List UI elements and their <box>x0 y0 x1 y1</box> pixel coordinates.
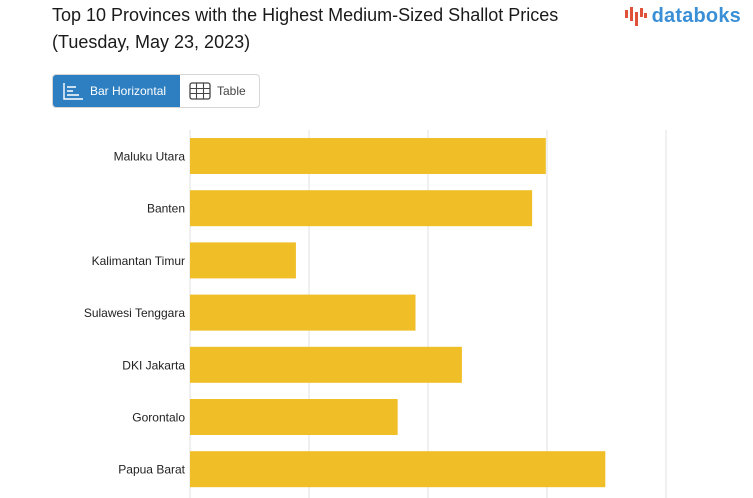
bar-maluku-utara[interactable] <box>190 138 546 174</box>
category-label: Maluku Utara <box>114 150 186 164</box>
view-toggle: Bar Horizontal Table <box>52 74 260 108</box>
table-icon <box>189 82 211 100</box>
bar-papua-barat[interactable] <box>190 451 606 488</box>
category-label: Gorontalo <box>132 411 185 425</box>
category-label: Papua Barat <box>118 463 185 477</box>
bar-gorontalo[interactable] <box>190 399 398 435</box>
category-label: Kalimantan Timur <box>92 254 185 268</box>
category-label: Banten <box>147 202 185 216</box>
category-label: DKI Jakarta <box>122 358 185 372</box>
bar-dki-jakarta[interactable] <box>190 346 462 383</box>
bar-horizontal-label: Bar Horizontal <box>90 84 167 98</box>
logo-mark-icon <box>624 7 647 26</box>
logo-text: databoks <box>651 4 741 27</box>
table-label: Table <box>217 84 246 98</box>
bar-horizontal-button[interactable]: Bar Horizontal <box>53 75 180 107</box>
chart-title: Top 10 Provinces with the Highest Medium… <box>52 5 559 52</box>
category-label: Sulawesi Tenggara <box>84 306 186 320</box>
bar-chart-icon <box>63 83 83 100</box>
bar-kalimantan-timur[interactable] <box>190 242 296 279</box>
table-button[interactable]: Table <box>180 75 255 107</box>
bar-sulawesi-tenggara[interactable] <box>190 294 416 331</box>
bar-banten[interactable] <box>190 190 533 227</box>
databoks-logo: databoks <box>624 4 741 28</box>
